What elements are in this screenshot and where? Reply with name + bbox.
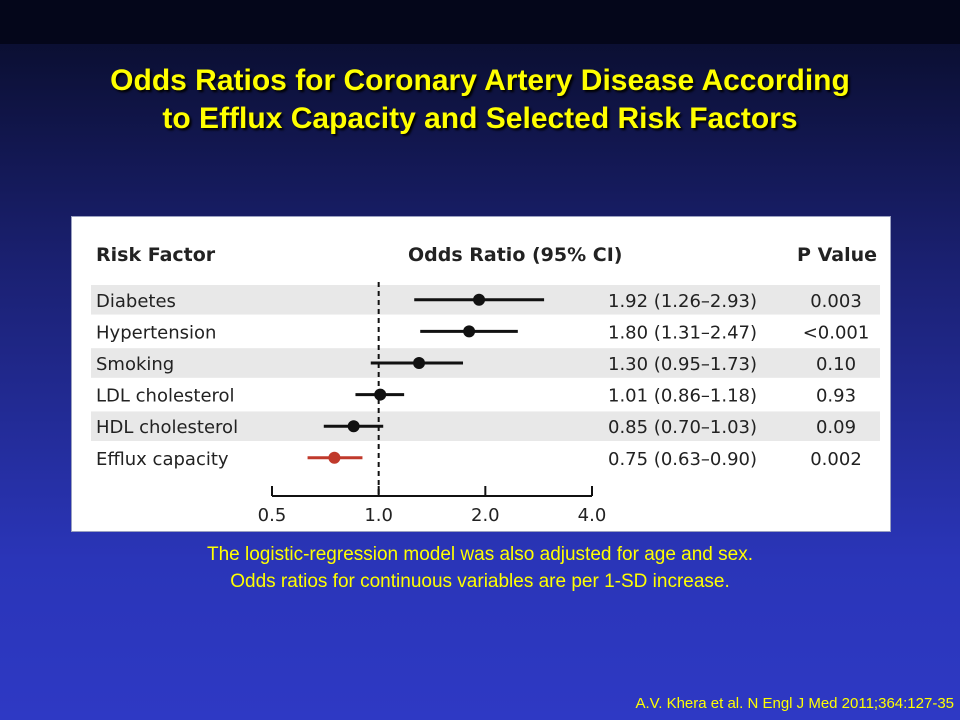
or-ci-text: 1.01 (0.86–1.18) — [608, 386, 757, 407]
top-band — [0, 0, 960, 44]
row-label: Hypertension — [96, 322, 216, 343]
p-value-text: <0.001 — [803, 322, 870, 343]
or-point — [473, 293, 486, 306]
citation: A.V. Khera et al. N Engl J Med 2011;364:… — [635, 695, 954, 712]
slide-title: Odds Ratios for Coronary Artery Disease … — [0, 62, 960, 138]
x-tick-label: 2.0 — [471, 505, 500, 526]
header-p-value: P Value — [797, 244, 877, 266]
row-label: LDL cholesterol — [96, 386, 235, 407]
slide-title-line2: to Efflux Capacity and Selected Risk Fac… — [162, 102, 798, 135]
x-tick-label: 0.5 — [258, 505, 287, 526]
row-label: Smoking — [96, 354, 174, 375]
or-ci-text: 1.92 (1.26–2.93) — [608, 291, 757, 312]
forest-plot-panel: Risk Factor Odds Ratio (95% CI) P Value Dia… — [71, 216, 891, 532]
header-odds-ratio: Odds Ratio (95% CI) — [408, 244, 622, 266]
footnote: The logistic-regression model was also a… — [0, 541, 960, 595]
p-value-text: 0.003 — [810, 291, 862, 312]
row-label: Diabetes — [96, 291, 176, 312]
row-label: HDL cholesterol — [96, 417, 238, 438]
row-stripe — [91, 411, 880, 441]
row-stripe — [91, 348, 880, 378]
or-point — [463, 325, 476, 338]
p-value-text: 0.09 — [816, 417, 856, 438]
slide-title-line1: Odds Ratios for Coronary Artery Disease … — [110, 64, 850, 97]
or-ci-text: 0.75 (0.63–0.90) — [608, 449, 757, 470]
footnote-line2: Odds ratios for continuous variables are… — [230, 571, 730, 592]
or-ci-text: 0.85 (0.70–1.03) — [608, 417, 757, 438]
x-tick-label: 1.0 — [364, 505, 393, 526]
footnote-line1: The logistic-regression model was also a… — [206, 544, 753, 565]
p-value-text: 0.002 — [810, 449, 862, 470]
or-ci-text: 1.80 (1.31–2.47) — [608, 322, 757, 343]
p-value-text: 0.93 — [816, 386, 856, 407]
row-label: Efflux capacity — [96, 449, 229, 470]
header-risk-factor: Risk Factor — [96, 244, 216, 266]
or-point — [413, 357, 426, 369]
or-ci-text: 1.30 (0.95–1.73) — [608, 354, 757, 375]
or-point — [347, 420, 360, 433]
x-tick-label: 4.0 — [578, 505, 607, 526]
forest-plot: Risk Factor Odds Ratio (95% CI) P Value Dia… — [91, 244, 880, 526]
or-point — [328, 451, 341, 464]
or-point — [374, 388, 387, 401]
p-value-text: 0.10 — [816, 354, 856, 375]
